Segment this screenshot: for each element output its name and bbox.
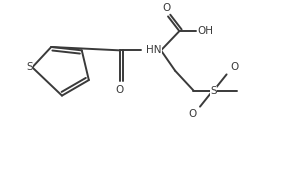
Text: S: S <box>210 86 217 95</box>
Text: O: O <box>116 85 124 95</box>
Text: OH: OH <box>198 26 214 36</box>
Text: O: O <box>162 3 171 13</box>
Text: O: O <box>230 62 238 72</box>
Text: O: O <box>188 109 197 119</box>
Text: S: S <box>27 62 33 72</box>
Text: HN: HN <box>146 45 162 55</box>
